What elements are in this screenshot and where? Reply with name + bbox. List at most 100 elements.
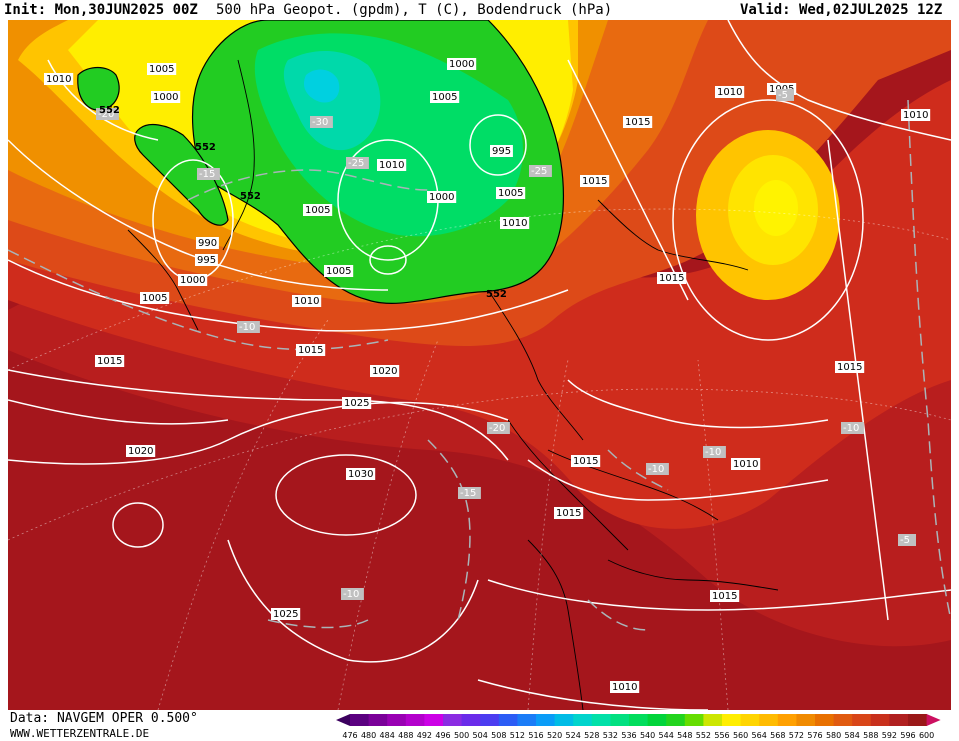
legend-swatch bbox=[796, 714, 816, 726]
legend-tick-label: 584 bbox=[845, 731, 860, 740]
pressure-label-bg bbox=[292, 295, 322, 307]
map-header: Init: Mon,30JUN2025 00Z 500 hPa Geopot. … bbox=[0, 0, 959, 20]
legend-tick-label: 524 bbox=[566, 731, 581, 740]
pressure-label: 1005 bbox=[142, 293, 167, 304]
field-540 bbox=[303, 69, 340, 103]
pressure-label-bg bbox=[346, 468, 376, 480]
legend-swatch bbox=[350, 714, 370, 726]
legend-tick-label: 512 bbox=[510, 731, 525, 740]
pressure-label: 1000 bbox=[449, 59, 474, 70]
legend-swatch bbox=[554, 714, 574, 726]
temperature-label: -5 bbox=[778, 90, 788, 101]
pressure-label: 1015 bbox=[573, 456, 598, 467]
pressure-label: 1005 bbox=[305, 205, 330, 216]
legend-tick-label: 516 bbox=[528, 731, 543, 740]
temperature-label: -10 bbox=[705, 447, 721, 458]
pressure-label: 1015 bbox=[556, 508, 581, 519]
pressure-label-bg bbox=[430, 91, 460, 103]
geopotential-label: 552 bbox=[99, 105, 120, 116]
pressure-label-bg bbox=[427, 191, 457, 203]
legend-swatch bbox=[722, 714, 742, 726]
legend-tick-label: 496 bbox=[435, 731, 450, 740]
temperature-label: -5 bbox=[900, 535, 910, 546]
legend-swatch bbox=[759, 714, 779, 726]
legend-swatch bbox=[740, 714, 760, 726]
pressure-label: 990 bbox=[198, 238, 217, 249]
temperature-label: -10 bbox=[343, 589, 359, 600]
legend-swatch bbox=[591, 714, 611, 726]
legend-swatch bbox=[703, 714, 723, 726]
pressure-label-bg bbox=[710, 590, 740, 602]
pressure-label: 1015 bbox=[837, 362, 862, 373]
pressure-label-bg bbox=[500, 217, 530, 229]
legend-tick-label: 504 bbox=[473, 731, 488, 740]
legend-swatch bbox=[815, 714, 835, 726]
pressure-label: 1010 bbox=[733, 459, 758, 470]
temperature-label-bg bbox=[703, 446, 726, 458]
legend-swatch bbox=[889, 714, 909, 726]
pressure-label-bg bbox=[377, 159, 407, 171]
temperature-label-bg bbox=[346, 157, 369, 169]
legend-tick-label: 588 bbox=[863, 731, 878, 740]
coastlines bbox=[127, 59, 779, 710]
pressure-label: 1010 bbox=[717, 87, 742, 98]
legend-tick-label: 568 bbox=[770, 731, 785, 740]
pressure-label: 1000 bbox=[180, 275, 205, 286]
legend-arrow-left bbox=[336, 714, 350, 726]
legend-swatch bbox=[777, 714, 797, 726]
legend-tick-label: 500 bbox=[454, 731, 469, 740]
pressure-label-bg bbox=[490, 145, 513, 157]
map-title: 500 hPa Geopot. (gpdm), T (C), Bodendruc… bbox=[216, 2, 613, 18]
legend-tick-label: 536 bbox=[621, 731, 636, 740]
legend-swatch bbox=[852, 714, 872, 726]
geopotential-label: 552 bbox=[486, 289, 507, 300]
legend-tick-label: 488 bbox=[398, 731, 413, 740]
temperature-label-bg bbox=[898, 534, 916, 546]
legend-swatch bbox=[908, 714, 928, 726]
temperature-label: -10 bbox=[239, 322, 255, 333]
legend-swatch bbox=[647, 714, 667, 726]
legend-tick-label: 476 bbox=[342, 731, 357, 740]
temperature-labels: -20 -15 -30 -25 -25 -10 -20 -15 -10 -10 -10 -10 -5 -5 bbox=[96, 89, 916, 600]
pressure-label: 1010 bbox=[502, 218, 527, 229]
legend-tick-label: 520 bbox=[547, 731, 562, 740]
init-time: Init: Mon,30JUN2025 00Z bbox=[4, 2, 198, 18]
legend-swatch bbox=[610, 714, 630, 726]
legend-tick-label: 596 bbox=[900, 731, 915, 740]
pressure-label: 1020 bbox=[372, 366, 397, 377]
pressure-label-bg bbox=[271, 608, 301, 620]
temperature-label-bg bbox=[237, 321, 260, 333]
pressure-label-bg bbox=[140, 292, 170, 304]
legend-swatch bbox=[573, 714, 593, 726]
legend-arrow-right bbox=[926, 714, 941, 726]
legend-swatch bbox=[833, 714, 853, 726]
pressure-label: 1015 bbox=[298, 345, 323, 356]
legend-tick-label: 548 bbox=[677, 731, 692, 740]
pressure-label-bg bbox=[571, 455, 601, 467]
legend-tick-label: 576 bbox=[807, 731, 822, 740]
pressure-label: 1025 bbox=[344, 398, 369, 409]
pressure-label: 1005 bbox=[326, 266, 351, 277]
legend-tick-label: 572 bbox=[789, 731, 804, 740]
legend-swatch bbox=[424, 714, 444, 726]
legend-tick-label: 544 bbox=[659, 731, 674, 740]
field-556-high bbox=[754, 180, 798, 236]
weather-map: 1010 1005 1000 1005 1000 1005 1010 995 1005 1010 1… bbox=[8, 20, 951, 710]
pressure-label: 1000 bbox=[153, 92, 178, 103]
color-legend: 476 480 484 488 492 496 500 504 508 512 516 520 524 5… bbox=[336, 714, 941, 740]
legend-tick-label: 560 bbox=[733, 731, 748, 740]
legend-tick-label: 592 bbox=[882, 731, 897, 740]
pressure-label: 1015 bbox=[712, 591, 737, 602]
legend-tick-label: 492 bbox=[417, 731, 432, 740]
temperature-label-bg bbox=[96, 108, 119, 120]
pressure-label: 1010 bbox=[903, 110, 928, 121]
temperature-label: -25 bbox=[348, 158, 364, 169]
temperature-label-bg bbox=[458, 487, 481, 499]
pressure-label-bg bbox=[580, 175, 610, 187]
pressure-label-bg bbox=[901, 109, 931, 121]
legend-swatch bbox=[498, 714, 518, 726]
pressure-label: 1010 bbox=[612, 682, 637, 693]
field-552-blob bbox=[77, 66, 120, 111]
legend-tick-label: 580 bbox=[826, 731, 841, 740]
pressure-label-bg bbox=[554, 507, 584, 519]
